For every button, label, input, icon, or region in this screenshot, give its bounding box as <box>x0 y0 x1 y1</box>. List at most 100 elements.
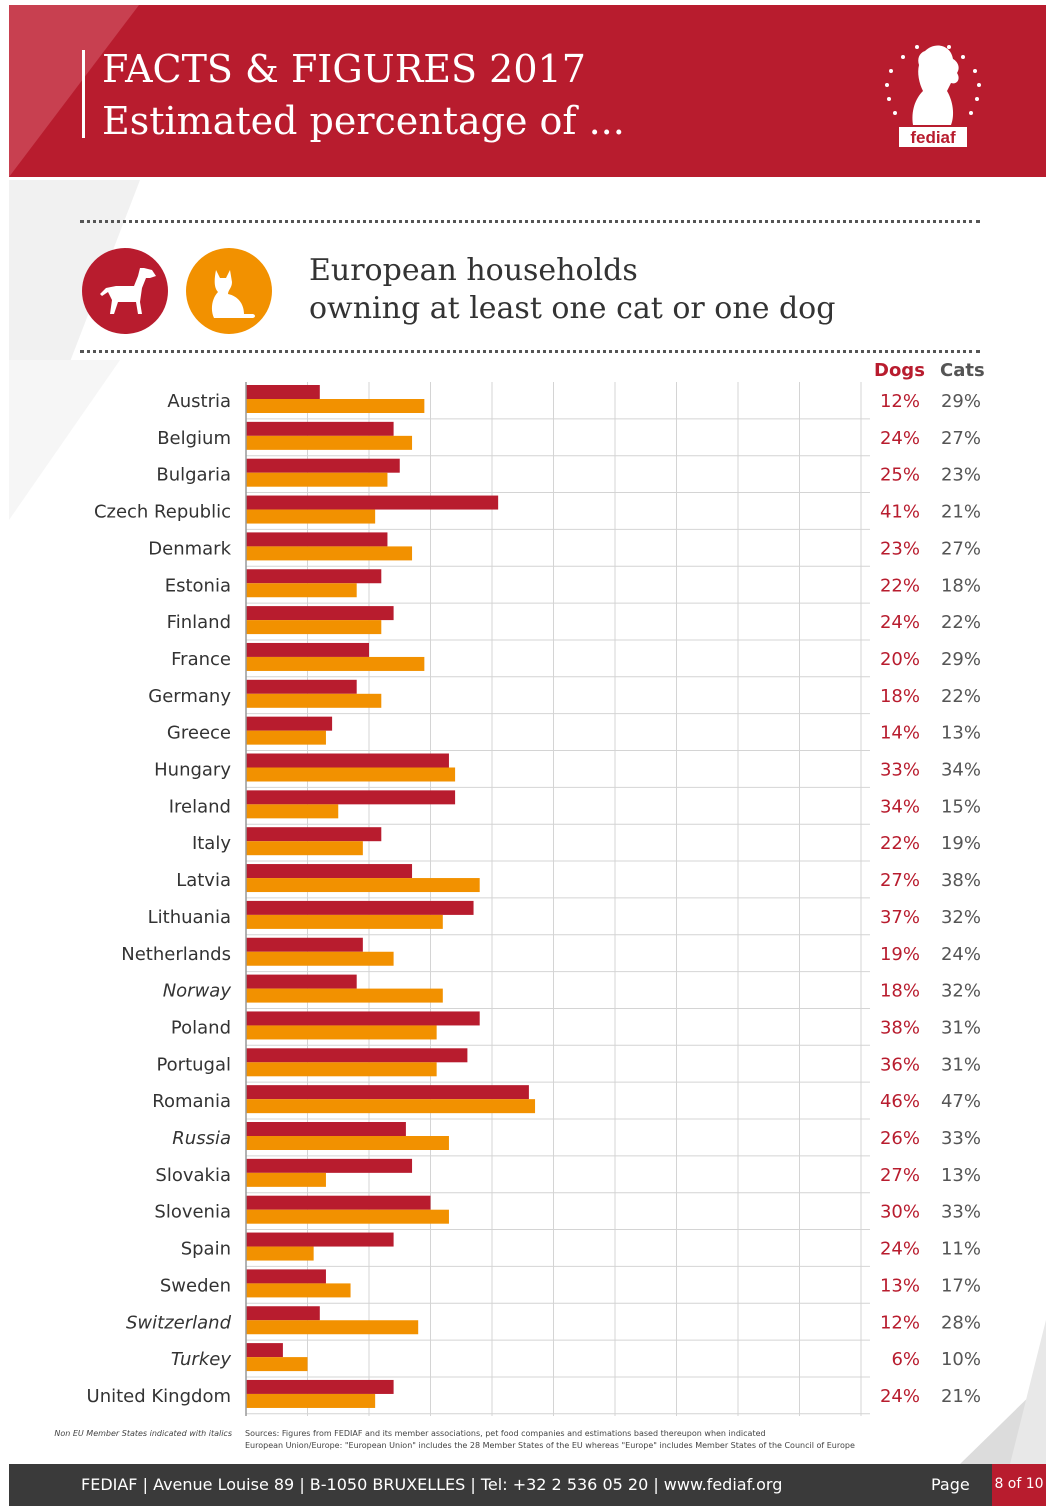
page-title: FACTS & FIGURES 2017 Estimated percentag… <box>102 43 625 147</box>
dog-value-label: 26% <box>880 1128 920 1149</box>
cat-bar <box>246 1393 376 1408</box>
category-label: Latvia <box>176 870 231 891</box>
dog-value-label: 27% <box>880 870 920 891</box>
cat-value-label: 15% <box>941 796 981 817</box>
dog-value-label: 19% <box>880 944 920 965</box>
dog-bar <box>246 495 499 510</box>
category-label: Bulgaria <box>156 465 231 486</box>
cat-bar <box>246 914 443 929</box>
category-label: Hungary <box>154 760 231 781</box>
sources-note: Sources: Figures from FEDIAF and its mem… <box>245 1428 1005 1452</box>
definition-line: European Union/Europe: "European Union" … <box>245 1441 855 1450</box>
cat-bar <box>246 656 425 671</box>
footer-bar: FEDIAF | Avenue Louise 89 | B-1050 BRUXE… <box>9 1464 1046 1506</box>
dog-bar <box>246 1195 431 1210</box>
dog-bar <box>246 900 474 915</box>
dog-value-label: 13% <box>880 1275 920 1296</box>
category-label: Russia <box>172 1128 231 1149</box>
dogs-column-header: Dogs <box>874 360 925 381</box>
chart-subtitle: European households owning at least one … <box>309 252 835 328</box>
cat-value-label: 18% <box>941 575 981 596</box>
dog-value-label: 30% <box>880 1202 920 1223</box>
category-label: Austria <box>167 391 231 412</box>
cat-value-label: 33% <box>941 1202 981 1223</box>
dog-value-label: 34% <box>880 796 920 817</box>
dog-value-label: 33% <box>880 760 920 781</box>
dog-value-label: 37% <box>880 907 920 928</box>
cat-value-label: 28% <box>941 1312 981 1333</box>
logo-dog-silhouette-icon <box>912 45 959 125</box>
cat-icon <box>211 270 255 318</box>
dog-bar <box>246 1158 413 1173</box>
category-label: Italy <box>192 833 231 854</box>
cat-bar <box>246 951 394 966</box>
cat-value-label: 27% <box>941 428 981 449</box>
cat-bar <box>246 730 326 745</box>
cat-value-label: 31% <box>941 1054 981 1075</box>
category-label: Switzerland <box>126 1312 232 1333</box>
cat-bar <box>246 399 425 413</box>
category-label: Denmark <box>148 538 231 559</box>
cat-bar <box>246 620 382 635</box>
cat-value-label: 32% <box>941 907 981 928</box>
dog-value-label: 20% <box>880 649 920 670</box>
cat-value-label: 32% <box>941 981 981 1002</box>
cat-bar <box>246 1283 351 1298</box>
cat-bar <box>246 472 388 487</box>
category-label: Belgium <box>157 428 231 449</box>
header-divider <box>82 50 85 138</box>
dog-bar <box>246 1085 529 1100</box>
category-label: Ireland <box>169 796 231 817</box>
title-line-2: Estimated percentage of ... <box>102 99 625 143</box>
category-label: United Kingdom <box>87 1386 231 1407</box>
dog-bar <box>246 642 369 657</box>
category-label: Spain <box>181 1239 231 1260</box>
dog-bar <box>246 458 400 473</box>
cat-bar <box>246 1246 314 1261</box>
category-label: France <box>171 649 231 670</box>
dog-bar <box>246 937 363 952</box>
dog-bar <box>246 790 456 805</box>
logo-stars <box>885 45 981 115</box>
cat-value-label: 31% <box>941 1017 981 1038</box>
dog-value-label: 23% <box>880 538 920 559</box>
header-banner: FACTS & FIGURES 2017 Estimated percentag… <box>9 5 1046 177</box>
dog-value-label: 46% <box>880 1091 920 1112</box>
cat-bar <box>246 693 382 708</box>
dog-value-label: 12% <box>880 1312 920 1333</box>
top-dotted-divider <box>80 220 980 223</box>
category-label: Romania <box>152 1091 231 1112</box>
category-label: Sweden <box>160 1275 231 1296</box>
non-eu-note: Non EU Member States indicated with ital… <box>54 1429 232 1438</box>
dog-bar <box>246 385 320 399</box>
cat-bar <box>246 1172 326 1187</box>
cat-bar <box>246 583 357 598</box>
subtitle-line-1: European households <box>309 253 638 288</box>
page-label: Page <box>931 1475 970 1494</box>
dog-bar <box>246 753 449 768</box>
dog-value-label: 24% <box>880 1386 920 1407</box>
cat-value-label: 21% <box>941 1386 981 1407</box>
cat-value-label: 47% <box>941 1091 981 1112</box>
cat-value-label: 13% <box>941 1165 981 1186</box>
footer-contact: FEDIAF | Avenue Louise 89 | B-1050 BRUXE… <box>81 1475 783 1494</box>
cat-value-label: 29% <box>941 649 981 670</box>
title-line-1: FACTS & FIGURES 2017 <box>102 47 586 91</box>
dog-value-label: 22% <box>880 833 920 854</box>
cat-bar <box>246 988 443 1003</box>
cat-bar <box>246 1320 419 1335</box>
category-label: Greece <box>167 723 231 744</box>
cat-bar <box>246 1357 308 1372</box>
cats-column-header: Cats <box>940 360 985 381</box>
category-label: Norway <box>163 981 232 1002</box>
page-number: 8 of 10 <box>994 1476 1044 1492</box>
dog-bar <box>246 716 333 731</box>
category-label: Netherlands <box>121 944 231 965</box>
category-label: Finland <box>167 612 231 633</box>
cat-bar <box>246 1062 437 1077</box>
cat-bar <box>246 1099 536 1114</box>
dog-value-label: 18% <box>880 686 920 707</box>
dog-bar <box>246 1122 406 1136</box>
category-label: Estonia <box>165 575 231 596</box>
logo-text-box <box>899 127 967 147</box>
